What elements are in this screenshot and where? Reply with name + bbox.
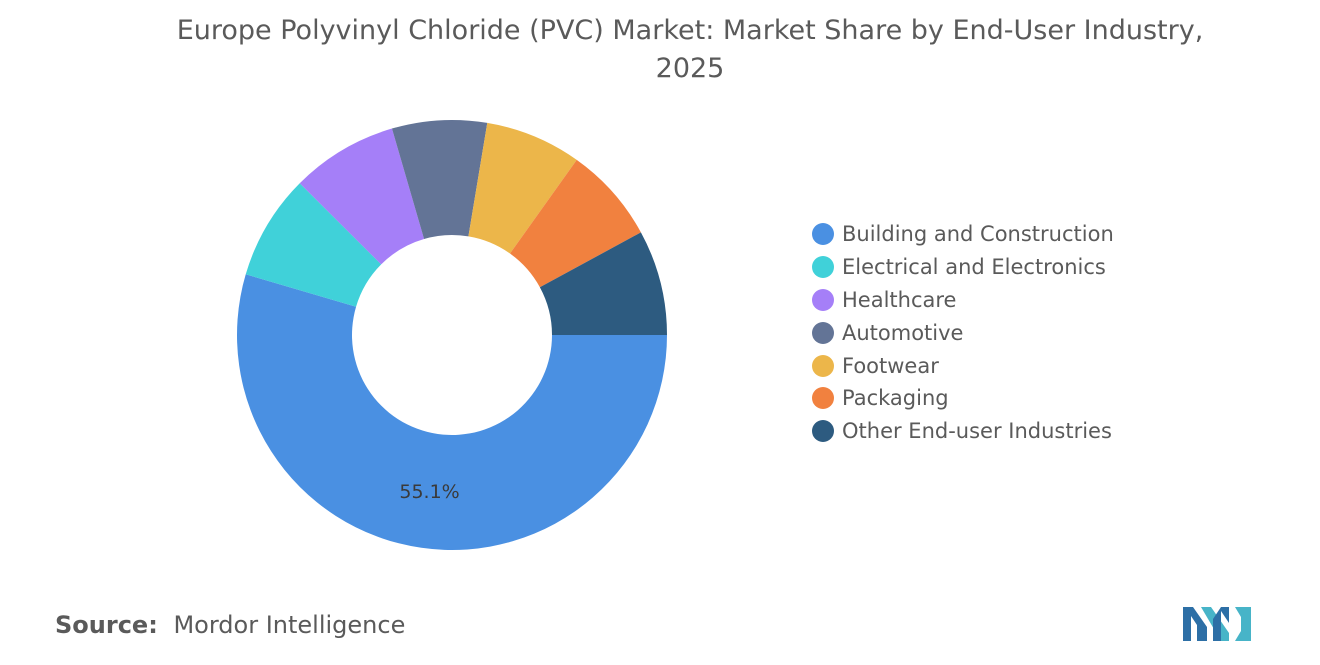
legend-label: Electrical and Electronics bbox=[842, 255, 1106, 280]
donut-slice-healthcare bbox=[299, 128, 425, 265]
legend-label: Packaging bbox=[842, 386, 949, 411]
legend-item-electrical-and-electronics: Electrical and Electronics bbox=[812, 251, 1114, 284]
chart-title: Europe Polyvinyl Chloride (PVC) Market: … bbox=[80, 12, 1300, 88]
data-label-building-and-construction: 55.1% bbox=[399, 481, 459, 503]
legend-label: Building and Construction bbox=[842, 222, 1114, 247]
donut-slice-other-end-user-industries bbox=[539, 232, 667, 335]
legend-item-building-and-construction: Building and Construction bbox=[812, 218, 1114, 251]
legend-item-packaging: Packaging bbox=[812, 382, 1114, 415]
legend-marker bbox=[812, 420, 834, 443]
legend-item-automotive: Automotive bbox=[812, 316, 1114, 349]
source-label: Source: bbox=[55, 611, 158, 639]
legend-label: Other End-user Industries bbox=[842, 419, 1112, 444]
legend-marker bbox=[812, 321, 834, 344]
source-note: Source: Mordor Intelligence bbox=[55, 611, 405, 639]
donut-slice-building-and-construction bbox=[237, 274, 668, 551]
donut-slice-electrical-and-electronics bbox=[245, 183, 382, 307]
legend-marker bbox=[812, 223, 834, 246]
chart-legend: Building and Construction Electrical and … bbox=[812, 218, 1114, 448]
source-text: Mordor Intelligence bbox=[173, 611, 406, 639]
donut-slice-footwear bbox=[468, 122, 577, 254]
legend-label: Footwear bbox=[842, 353, 939, 378]
legend-label: Automotive bbox=[842, 320, 964, 345]
legend-item-footwear: Footwear bbox=[812, 349, 1114, 382]
donut-slice-packaging bbox=[510, 159, 641, 288]
donut-slice-automotive bbox=[391, 120, 488, 239]
chart-title-line-2: 2025 bbox=[655, 53, 725, 84]
legend-item-healthcare: Healthcare bbox=[812, 284, 1114, 317]
legend-marker bbox=[812, 288, 834, 311]
legend-label: Healthcare bbox=[842, 287, 957, 312]
legend-marker bbox=[812, 256, 834, 279]
legend-marker bbox=[812, 354, 834, 377]
chart-title-line-1: Europe Polyvinyl Chloride (PVC) Market: … bbox=[176, 15, 1204, 46]
legend-item-other-end-user-industries: Other End-user Industries bbox=[812, 415, 1114, 448]
legend-marker bbox=[812, 387, 834, 410]
mordor-intelligence-logo-icon bbox=[1183, 607, 1251, 641]
